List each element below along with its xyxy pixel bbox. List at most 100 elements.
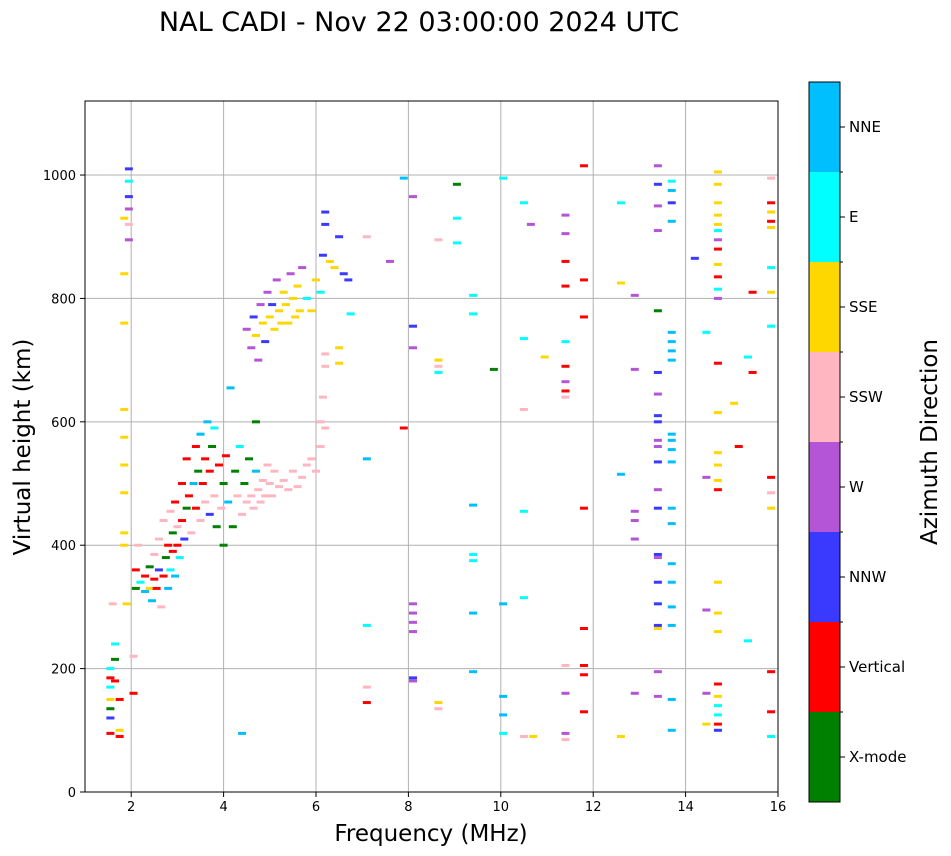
- data-point: [653, 420, 662, 424]
- data-point: [579, 315, 588, 319]
- data-point: [191, 506, 200, 510]
- data-point: [434, 370, 443, 374]
- data-point: [231, 469, 240, 473]
- data-point: [434, 364, 443, 368]
- data-point: [141, 574, 150, 578]
- data-point: [120, 491, 129, 495]
- data-point: [254, 488, 263, 492]
- data-point: [767, 210, 776, 214]
- data-point: [667, 188, 676, 192]
- data-point: [767, 506, 776, 510]
- data-point: [667, 438, 676, 442]
- data-point: [767, 670, 776, 674]
- data-point: [702, 722, 711, 726]
- data-point: [653, 445, 662, 448]
- data-point: [630, 691, 639, 695]
- data-point: [561, 364, 570, 368]
- data-point: [247, 346, 256, 350]
- data-point: [279, 478, 288, 482]
- x-tick-label: 2: [127, 800, 135, 815]
- data-point: [579, 710, 588, 714]
- data-point: [713, 694, 722, 698]
- data-point: [198, 482, 207, 486]
- data-point: [321, 210, 330, 214]
- data-point: [124, 207, 133, 211]
- data-point: [240, 482, 249, 486]
- data-point: [713, 170, 722, 174]
- data-point: [131, 586, 140, 590]
- data-point: [702, 475, 711, 479]
- data-point: [184, 494, 193, 498]
- data-point: [767, 290, 776, 294]
- data-point: [579, 664, 588, 668]
- data-point: [452, 241, 461, 245]
- data-point: [561, 395, 570, 399]
- data-point: [713, 262, 722, 266]
- data-point: [561, 380, 570, 384]
- colorbar-category-label: SSE: [849, 298, 878, 316]
- data-point: [653, 414, 662, 418]
- data-point: [362, 685, 371, 689]
- data-point: [288, 296, 297, 300]
- data-point: [120, 531, 129, 535]
- data-point: [561, 340, 570, 344]
- data-point: [335, 346, 344, 350]
- colorbar-category-label: NNE: [849, 118, 881, 136]
- data-point: [469, 312, 478, 316]
- data-point: [409, 679, 418, 683]
- data-point: [713, 682, 722, 686]
- data-point: [106, 685, 115, 689]
- data-point: [653, 694, 662, 698]
- data-point: [713, 580, 722, 584]
- data-point: [409, 620, 418, 624]
- data-point: [630, 519, 639, 523]
- data-point: [171, 574, 180, 578]
- data-point: [115, 728, 124, 732]
- data-point: [251, 420, 260, 424]
- data-point: [561, 738, 570, 742]
- chart-title: NAL CADI - Nov 22 03:00:00 2024 UTC: [159, 7, 679, 38]
- data-point: [667, 358, 676, 362]
- data-point: [272, 278, 281, 282]
- data-point: [275, 309, 284, 313]
- data-point: [499, 731, 508, 735]
- data-point: [653, 229, 662, 233]
- data-point: [767, 734, 776, 738]
- data-point: [217, 506, 226, 510]
- data-point: [452, 216, 461, 220]
- y-tick-label: 800: [51, 292, 76, 307]
- data-point: [129, 654, 138, 658]
- data-point: [667, 340, 676, 344]
- data-point: [249, 315, 258, 319]
- data-point: [767, 219, 776, 223]
- data-point: [196, 519, 205, 523]
- colorbar-label: Azimuth Direction: [917, 339, 943, 545]
- data-point: [713, 247, 722, 251]
- data-point: [201, 457, 210, 461]
- colorbar-frame: [808, 81, 841, 803]
- data-point: [653, 392, 662, 396]
- colorbar-segment: [809, 622, 840, 712]
- data-point: [362, 235, 371, 239]
- data-point: [284, 321, 293, 325]
- data-point: [182, 506, 191, 510]
- data-point: [734, 445, 743, 448]
- data-point: [141, 589, 150, 593]
- data-point: [106, 716, 115, 720]
- data-point: [251, 469, 260, 473]
- data-point: [713, 611, 722, 615]
- data-point: [175, 556, 184, 560]
- data-point: [713, 411, 722, 415]
- data-point: [120, 272, 129, 276]
- colorbar-category-label: E: [849, 208, 858, 226]
- data-point: [268, 494, 277, 498]
- data-point: [561, 284, 570, 288]
- data-point: [261, 340, 270, 344]
- data-point: [767, 324, 776, 328]
- x-tick-label: 10: [493, 800, 510, 815]
- data-point: [279, 290, 288, 294]
- colorbar-segment: [809, 172, 840, 262]
- data-point: [275, 485, 284, 489]
- data-point: [286, 272, 295, 276]
- data-point: [730, 401, 739, 405]
